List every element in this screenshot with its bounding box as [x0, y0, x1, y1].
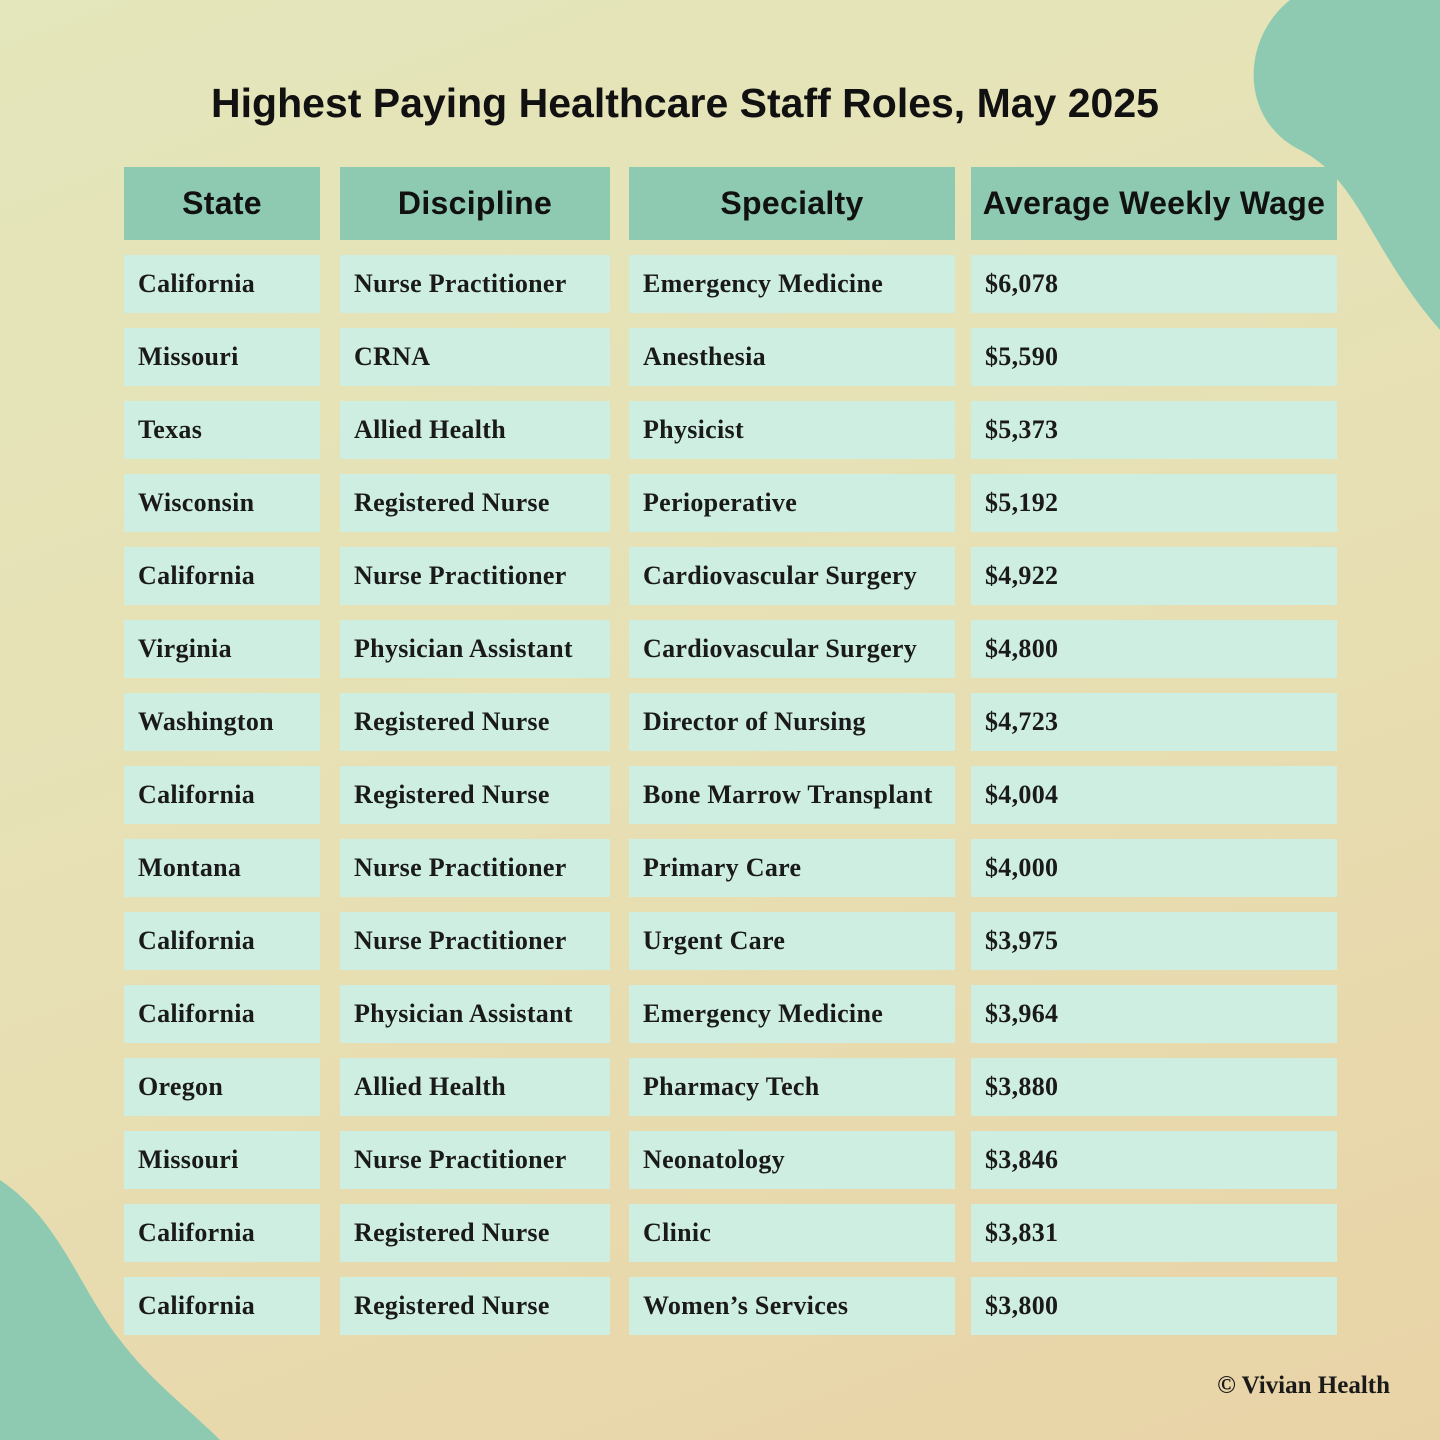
table-cell: Physician Assistant: [340, 620, 610, 678]
table-cell: Perioperative: [629, 474, 955, 532]
table-cell: Wisconsin: [124, 474, 320, 532]
table-cell: Virginia: [124, 620, 320, 678]
table-cell: Urgent Care: [629, 912, 955, 970]
header-cell: Discipline: [340, 167, 610, 240]
table-cell: $4,922: [971, 547, 1337, 605]
table-cell: Nurse Practitioner: [340, 912, 610, 970]
table-cell: $6,078: [971, 255, 1337, 313]
table-cell: Missouri: [124, 1131, 320, 1189]
table-cell: $3,975: [971, 912, 1337, 970]
table-cell: Physicist: [629, 401, 955, 459]
credit: © Vivian Health: [1217, 1372, 1390, 1399]
table-cell: Physician Assistant: [340, 985, 610, 1043]
table-cell: CRNA: [340, 328, 610, 386]
table-cell: Anesthesia: [629, 328, 955, 386]
table-cell: $3,880: [971, 1058, 1337, 1116]
table-cell: $4,004: [971, 766, 1337, 824]
table-cell: Nurse Practitioner: [340, 1131, 610, 1189]
table-cell: Texas: [124, 401, 320, 459]
table-cell: California: [124, 1204, 320, 1262]
table-cell: Cardiovascular Surgery: [629, 620, 955, 678]
table-cell: Oregon: [124, 1058, 320, 1116]
title: Highest Paying Healthcare Staff Roles, M…: [211, 80, 1159, 126]
table-cell: Emergency Medicine: [629, 985, 955, 1043]
header-cell: Average Weekly Wage: [971, 167, 1337, 240]
table-cell: Nurse Practitioner: [340, 255, 610, 313]
table-cell: Nurse Practitioner: [340, 839, 610, 897]
header-cell: State: [124, 167, 320, 240]
table-cell: $3,846: [971, 1131, 1337, 1189]
header-cell: Specialty: [629, 167, 955, 240]
table-cell: Missouri: [124, 328, 320, 386]
table-cell: Allied Health: [340, 401, 610, 459]
table-cell: California: [124, 547, 320, 605]
table-cell: Registered Nurse: [340, 1277, 610, 1335]
table-cell: Pharmacy Tech: [629, 1058, 955, 1116]
table-cell: Primary Care: [629, 839, 955, 897]
table-cell: California: [124, 1277, 320, 1335]
table-cell: Clinic: [629, 1204, 955, 1262]
table-cell: California: [124, 255, 320, 313]
table-cell: $3,831: [971, 1204, 1337, 1262]
table-cell: Nurse Practitioner: [340, 547, 610, 605]
table-cell: Neonatology: [629, 1131, 955, 1189]
table-cell: California: [124, 766, 320, 824]
table-cell: California: [124, 912, 320, 970]
table-cell: $4,723: [971, 693, 1337, 751]
table-cell: Allied Health: [340, 1058, 610, 1116]
table-cell: Bone Marrow Transplant: [629, 766, 955, 824]
table-cell: $5,373: [971, 401, 1337, 459]
table-cell: Director of Nursing: [629, 693, 955, 751]
table-cell: $4,800: [971, 620, 1337, 678]
table-cell: Cardiovascular Surgery: [629, 547, 955, 605]
table-cell: Montana: [124, 839, 320, 897]
table-cell: Registered Nurse: [340, 474, 610, 532]
table-cell: Registered Nurse: [340, 693, 610, 751]
table-cell: Registered Nurse: [340, 1204, 610, 1262]
table-cell: Women’s Services: [629, 1277, 955, 1335]
table-cell: Emergency Medicine: [629, 255, 955, 313]
table-cell: $5,590: [971, 328, 1337, 386]
table-cell: $4,000: [971, 839, 1337, 897]
table-cell: Washington: [124, 693, 320, 751]
table-cell: $3,964: [971, 985, 1337, 1043]
table-cell: $5,192: [971, 474, 1337, 532]
table-cell: California: [124, 985, 320, 1043]
table-cell: Registered Nurse: [340, 766, 610, 824]
table-cell: $3,800: [971, 1277, 1337, 1335]
